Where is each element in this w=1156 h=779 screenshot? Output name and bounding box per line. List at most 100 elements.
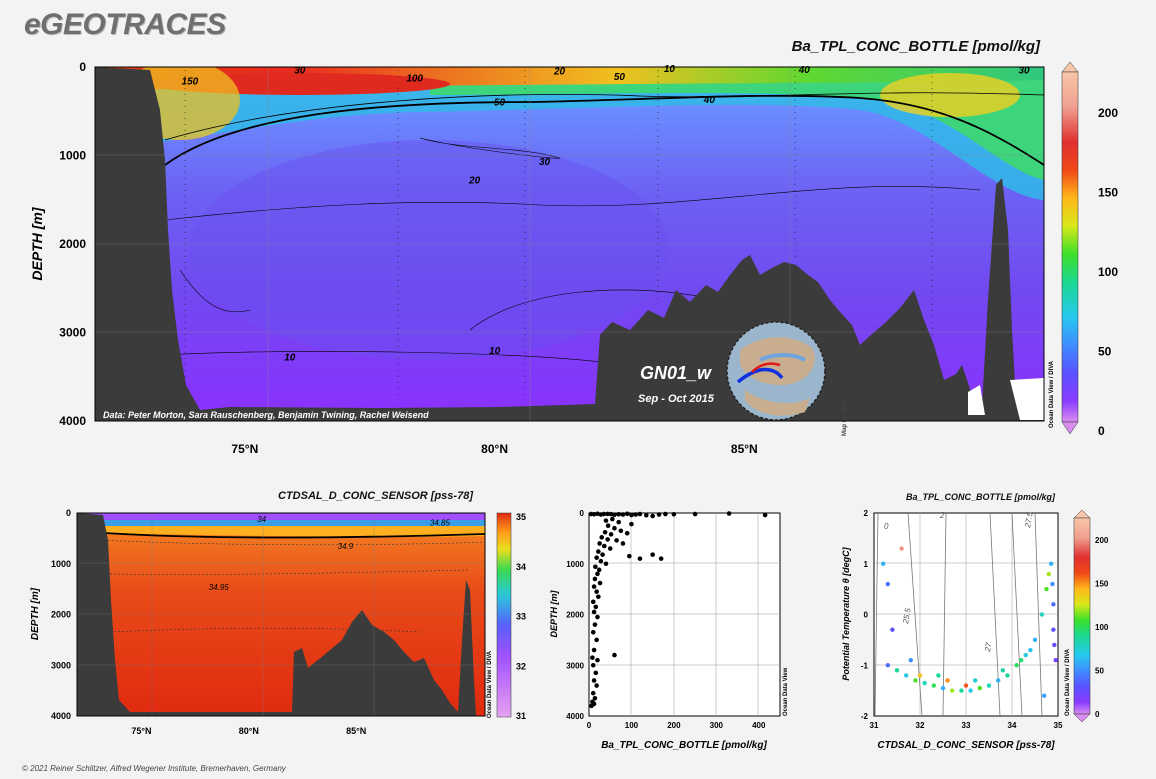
scatter-point [913, 678, 918, 683]
scatter-point [644, 512, 649, 518]
y-tick-label: 2000 [59, 237, 86, 251]
colorbar-tick-label: 200 [1098, 106, 1118, 120]
odv-credit-main: Ocean Data View / DIVA [1049, 360, 1055, 428]
profile-scatter-plot: 0 1000 2000 3000 4000 0 100 200 300 400 Ba_TPL_C… [549, 509, 789, 751]
main-colorbar: 0 50 100 150 200 [1061, 61, 1118, 438]
scatter-point [595, 571, 600, 577]
contour-label: 30 [1018, 66, 1030, 77]
colorbar-tick-label: 0 [1095, 710, 1100, 719]
scatter-point [612, 652, 617, 658]
profile-y-ticks: 0 1000 2000 3000 4000 [566, 509, 584, 721]
ts-scatter-plot: 0 2 25.5 27 27.5 -2 -1 0 1 2 31 32 33 34 35 CTDS… [841, 509, 1109, 751]
colorbar-tick-label: 200 [1095, 536, 1109, 545]
scatter-point [593, 670, 599, 676]
scatter-point [762, 512, 768, 518]
scatter-point [591, 584, 597, 589]
scatter-point [936, 673, 941, 678]
scatter-point [593, 604, 599, 610]
isopycnal-label: 27.5 [1023, 511, 1035, 529]
scatter-point [650, 513, 655, 519]
x-tick-label: 85°N [731, 442, 758, 456]
profile-x-ticks: 0 100 200 300 400 [587, 721, 766, 730]
scatter-point [1048, 561, 1054, 566]
scatter-point [589, 703, 594, 709]
colorbar-tick-label: 150 [1095, 579, 1109, 588]
ts-chart-title: Ba_TPL_CONC_BOTTLE [pmol/kg] [906, 492, 1056, 502]
scatter-point [959, 688, 964, 693]
scatter-point [637, 556, 643, 561]
scatter-point [590, 629, 596, 635]
scatter-point [597, 580, 603, 586]
scatter-point [605, 523, 611, 528]
contour-label: 10 [284, 352, 296, 363]
scatter-point [1050, 581, 1055, 587]
scatter-point [917, 673, 923, 678]
ts-colorbar: 0 50 100 150 200 [1073, 509, 1109, 723]
scatter-point [616, 519, 622, 525]
contour-label: 10 [489, 346, 501, 357]
x-tick-label: 80°N [481, 442, 508, 456]
isopycnal-label: 0 [884, 522, 889, 531]
inset-polar-map: Map by ODV [726, 321, 848, 436]
scatter-point [594, 555, 599, 560]
scatter-point [1042, 693, 1047, 698]
salinity-chart-title: CTDSAL_D_CONC_SENSOR [pss-78] [278, 490, 473, 502]
scatter-point [595, 614, 600, 620]
odv-credit-profile: Ocean Data View [783, 667, 789, 716]
scatter-point [973, 678, 978, 683]
y-tick-label: 0 [79, 60, 86, 74]
y-tick-label: 4000 [51, 711, 71, 721]
scatter-point [1044, 586, 1049, 592]
scatter-point [595, 657, 600, 663]
x-tick-label: 200 [667, 721, 681, 730]
contour-label: 150 [182, 76, 199, 87]
odv-credit-salinity: Ocean Data View / DIVA [487, 650, 493, 718]
contour-label: 10 [664, 64, 676, 75]
ts-points [881, 546, 1058, 698]
contour-label: 40 [798, 65, 811, 76]
scatter-point [963, 683, 969, 688]
colorbar-tick-label: 150 [1098, 185, 1118, 199]
scatter-point [922, 680, 927, 686]
salinity-colorbar: 31 32 33 34 35 [496, 512, 526, 721]
scatter-point [603, 518, 609, 523]
isopycnal-labels: 0 2 25.5 27 27.5 [884, 511, 1035, 653]
y-tick-label: 3000 [59, 326, 86, 340]
scatter-point [590, 599, 596, 605]
ts-y-axis-label: Potential Temperature θ [degC] [841, 546, 851, 680]
scatter-point [602, 529, 608, 535]
x-tick-label: 33 [962, 721, 971, 730]
scatter-point [620, 512, 626, 517]
colorbar-tick-label: 35 [516, 512, 526, 522]
contour-label: 30 [539, 157, 551, 168]
scatter-point [591, 647, 597, 653]
section-period-label: Sep - Oct 2015 [638, 393, 715, 405]
x-tick-label: 0 [587, 721, 592, 730]
scatter-point [600, 552, 605, 557]
scatter-point [627, 553, 632, 559]
y-tick-label: 4000 [59, 414, 86, 428]
salinity-section-plot: DEPTH [m] Ocean Data View / DIVA 0 1000 20… [30, 508, 526, 736]
contour-label: 100 [406, 74, 423, 85]
scatter-point [601, 511, 607, 517]
x-tick-label: 31 [870, 721, 879, 730]
x-tick-label: 80°N [239, 726, 259, 736]
colorbar-tick-label: 0 [1098, 424, 1105, 438]
isopycnal-label: 2 [939, 511, 945, 520]
main-contour-labels: 150 30 100 20 50 10 40 30 50 40 30 20 10 10 [182, 64, 1030, 364]
scatter-point [931, 683, 936, 688]
scatter-point [637, 511, 643, 517]
ts-x-ticks: 31 32 33 34 35 [870, 721, 1063, 730]
scatter-point [1051, 602, 1056, 607]
data-credit-label: Data: Peter Morton, Sara Rauschenberg, B… [103, 410, 429, 420]
y-tick-label: 3000 [51, 660, 71, 670]
salinity-x-ticks: 75°N 80°N 85°N [131, 726, 366, 736]
scatter-point [977, 685, 982, 691]
scatter-point [591, 678, 597, 683]
scatter-point [890, 627, 895, 632]
main-y-ticks: 0 1000 2000 3000 4000 [59, 60, 86, 428]
scatter-point [616, 511, 622, 517]
y-tick-label: 2000 [51, 610, 71, 620]
y-tick-label: 1000 [51, 559, 71, 569]
x-tick-label: 34 [1008, 721, 1017, 730]
